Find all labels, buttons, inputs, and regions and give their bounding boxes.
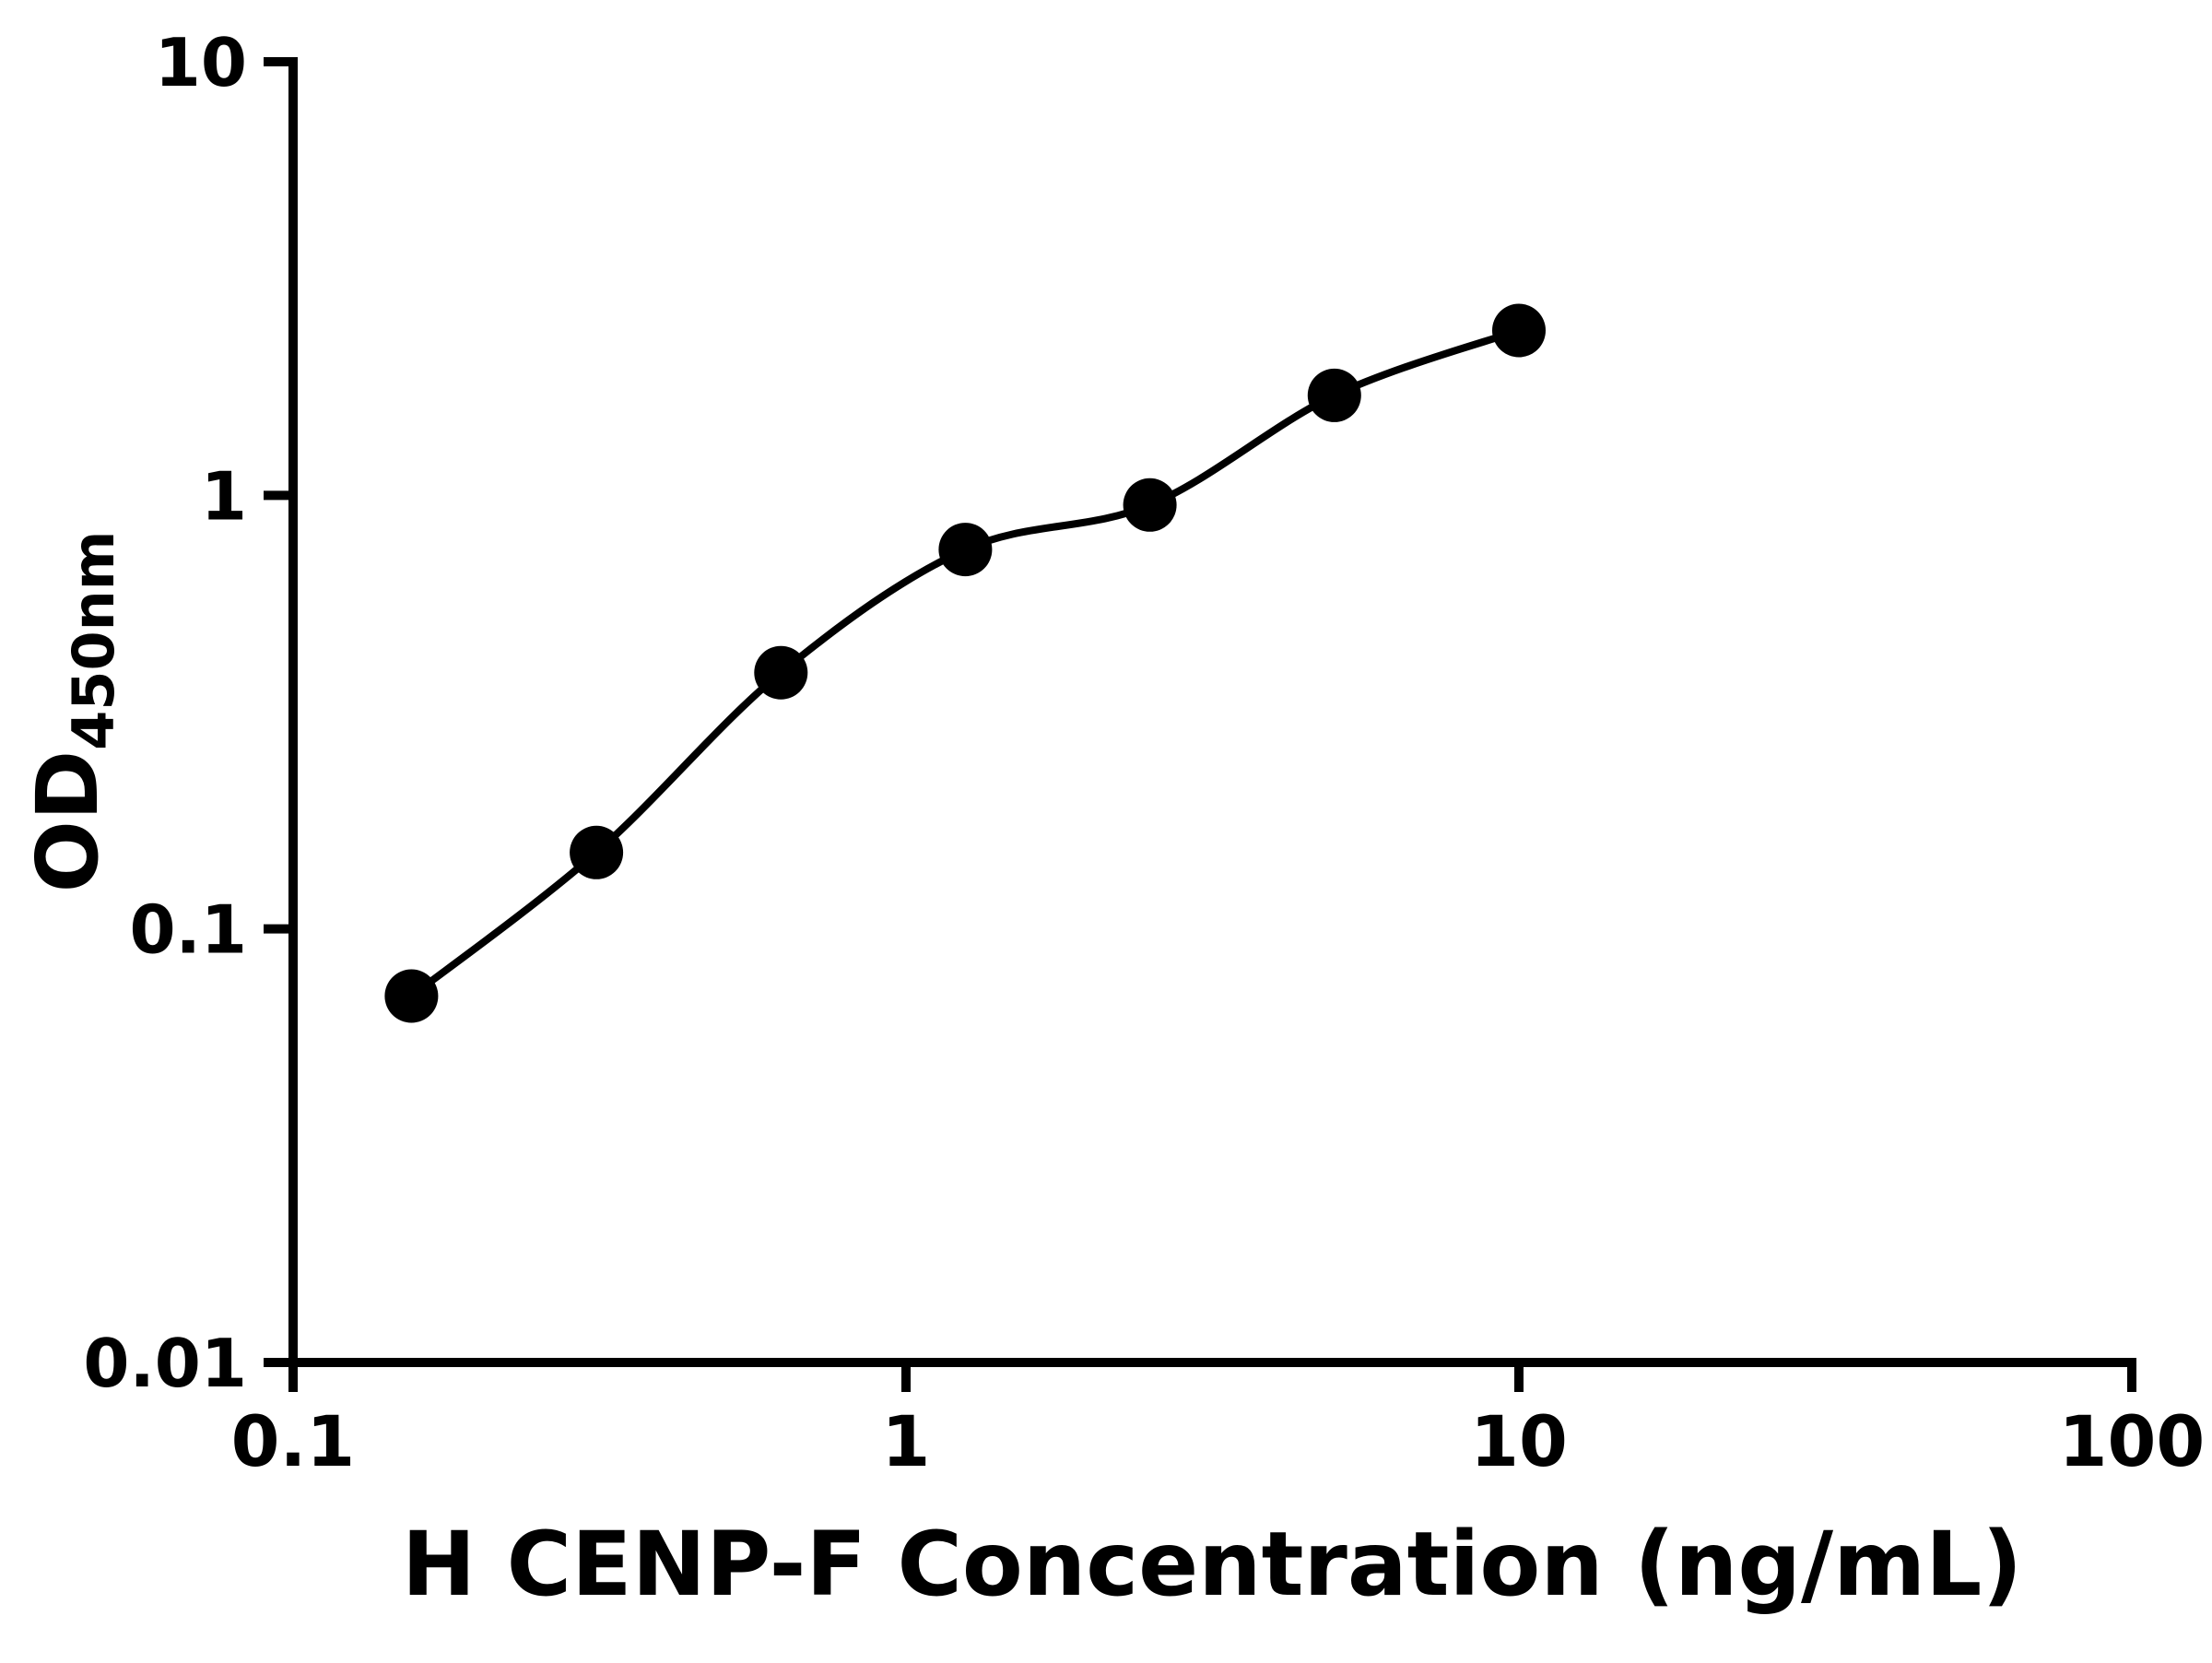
- y-tick-label: 10: [155, 24, 247, 101]
- x-tick-label: 0.1: [231, 1400, 356, 1482]
- data-point: [570, 825, 624, 879]
- data-point: [1307, 368, 1361, 422]
- fit-curve: [407, 326, 1523, 1000]
- y-axis-title-subscript: 450nm: [60, 531, 127, 750]
- axis-lines: [288, 57, 2136, 1367]
- data-point: [1123, 478, 1177, 532]
- x-tick-label: 1: [882, 1400, 931, 1482]
- fit-curve-layer: [407, 326, 1523, 1000]
- y-tick-label: 1: [201, 457, 247, 535]
- data-point: [754, 645, 808, 700]
- y-axis-title: OD450nm: [18, 531, 127, 893]
- x-axis-title: H CENP-F Concentration (ng/mL): [402, 1513, 2022, 1616]
- y-tick-label: 0.1: [129, 891, 247, 969]
- axis-ticks: [264, 57, 2136, 1392]
- y-axis-title-main: OD: [18, 750, 117, 893]
- data-points-layer: [384, 303, 1546, 1023]
- axes: [288, 57, 2136, 1367]
- x-tick-label: 100: [2059, 1400, 2206, 1482]
- data-point: [1492, 303, 1546, 358]
- y-tick-label: 0.01: [83, 1325, 247, 1402]
- x-tick-label: 10: [1470, 1400, 1568, 1482]
- data-point: [384, 969, 439, 1023]
- data-point: [938, 523, 993, 577]
